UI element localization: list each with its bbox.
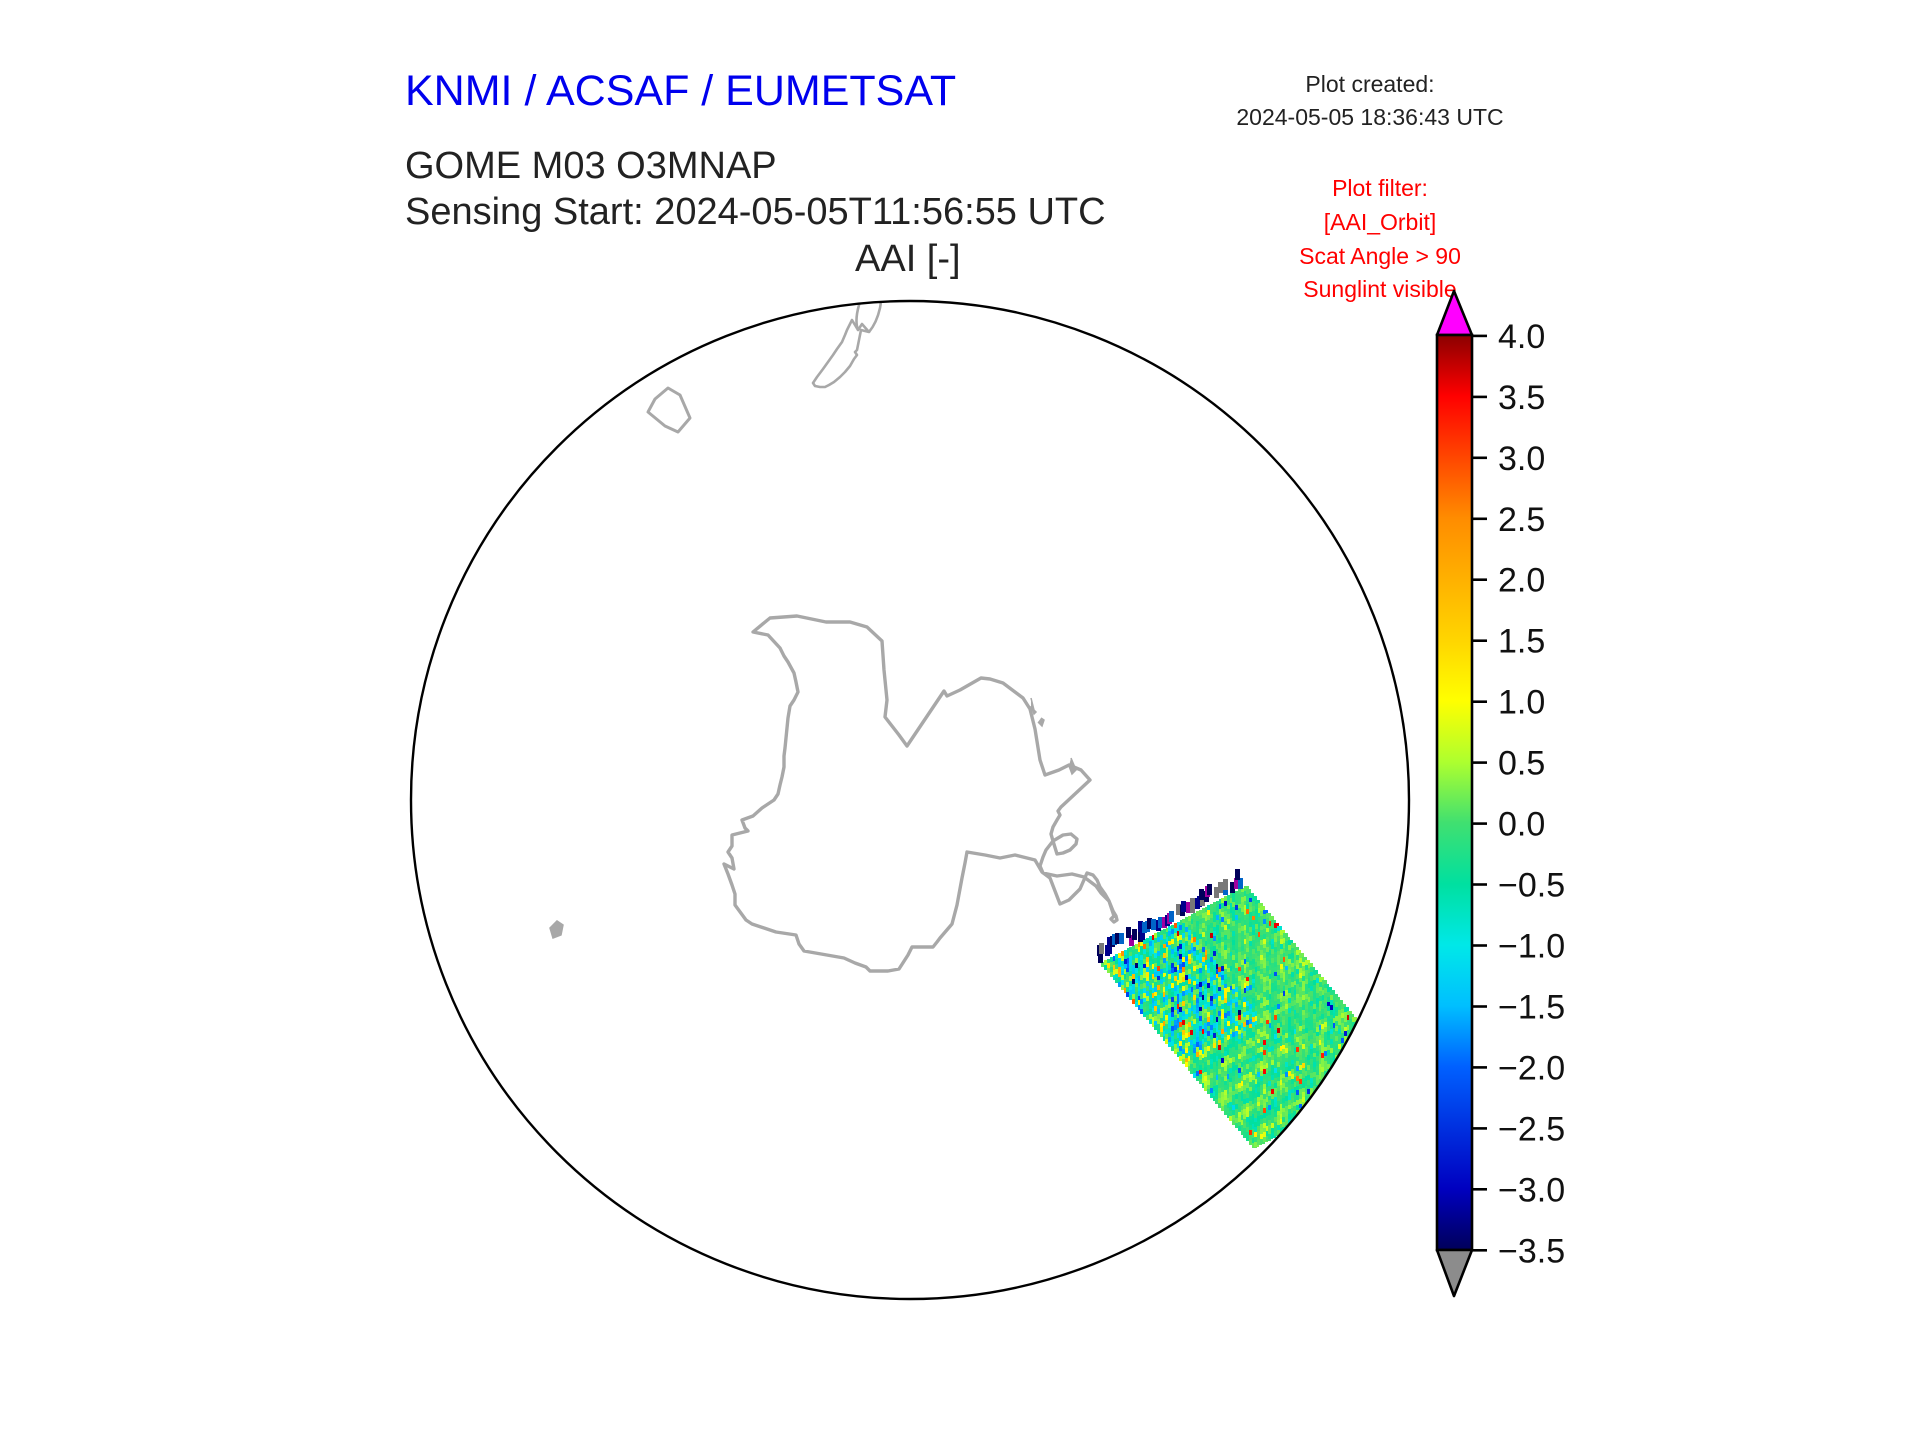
svg-text:−3.0: −3.0 bbox=[1498, 1171, 1565, 1209]
svg-text:−2.0: −2.0 bbox=[1498, 1049, 1565, 1087]
svg-text:−1.0: −1.0 bbox=[1498, 928, 1565, 966]
svg-text:4.0: 4.0 bbox=[1498, 318, 1545, 356]
svg-text:−0.5: −0.5 bbox=[1498, 867, 1565, 905]
svg-text:0.5: 0.5 bbox=[1498, 745, 1545, 783]
svg-text:1.5: 1.5 bbox=[1498, 623, 1545, 661]
svg-text:−3.5: −3.5 bbox=[1498, 1232, 1565, 1270]
svg-text:2.5: 2.5 bbox=[1498, 501, 1545, 539]
svg-text:1.0: 1.0 bbox=[1498, 684, 1545, 722]
svg-text:−1.5: −1.5 bbox=[1498, 989, 1565, 1027]
svg-text:−2.5: −2.5 bbox=[1498, 1110, 1565, 1148]
svg-text:0.0: 0.0 bbox=[1498, 806, 1545, 844]
svg-text:2.0: 2.0 bbox=[1498, 562, 1545, 600]
svg-text:3.0: 3.0 bbox=[1498, 440, 1545, 478]
svg-text:3.5: 3.5 bbox=[1498, 379, 1545, 417]
